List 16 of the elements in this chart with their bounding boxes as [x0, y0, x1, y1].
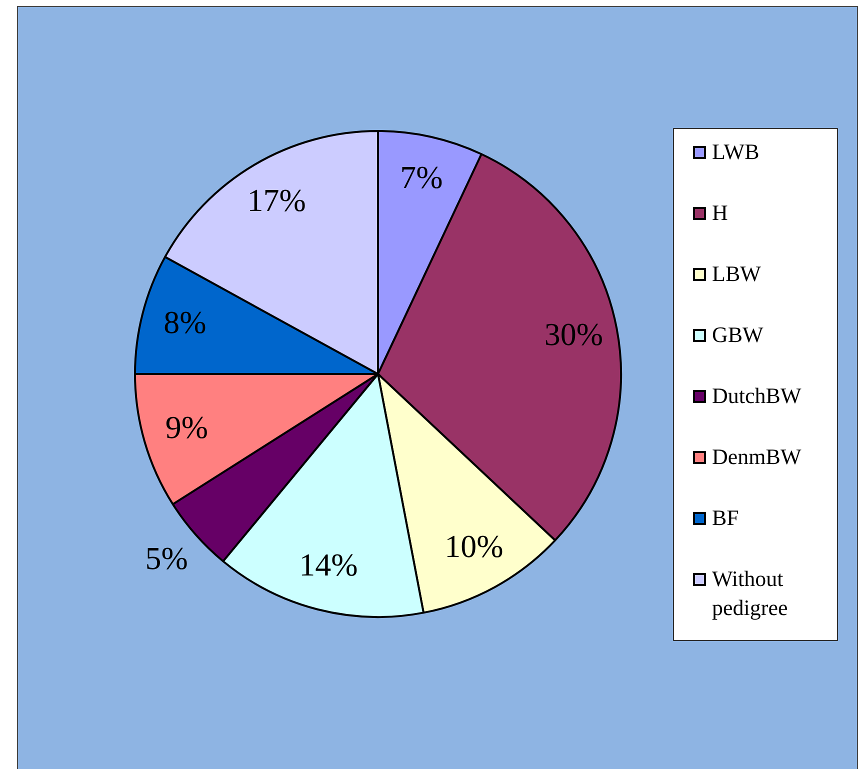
- legend-label: Without pedigree: [712, 565, 789, 622]
- legend-label: DenmBW: [712, 443, 802, 471]
- legend-label: LWB: [712, 138, 760, 166]
- data-label: 14%: [299, 546, 358, 582]
- legend-label: H: [712, 199, 729, 227]
- data-label: 7%: [400, 158, 443, 195]
- data-label: 17%: [247, 182, 306, 218]
- data-label: 9%: [165, 409, 208, 445]
- data-label: 30%: [544, 316, 604, 352]
- data-label: 8%: [164, 304, 206, 340]
- legend-label: BF: [712, 504, 740, 532]
- legend-label: LBW: [712, 260, 762, 288]
- data-label: 10%: [444, 528, 504, 564]
- legend-label: GBW: [712, 321, 764, 349]
- legend-label: DutchBW: [712, 382, 802, 410]
- data-label: 5%: [145, 540, 188, 576]
